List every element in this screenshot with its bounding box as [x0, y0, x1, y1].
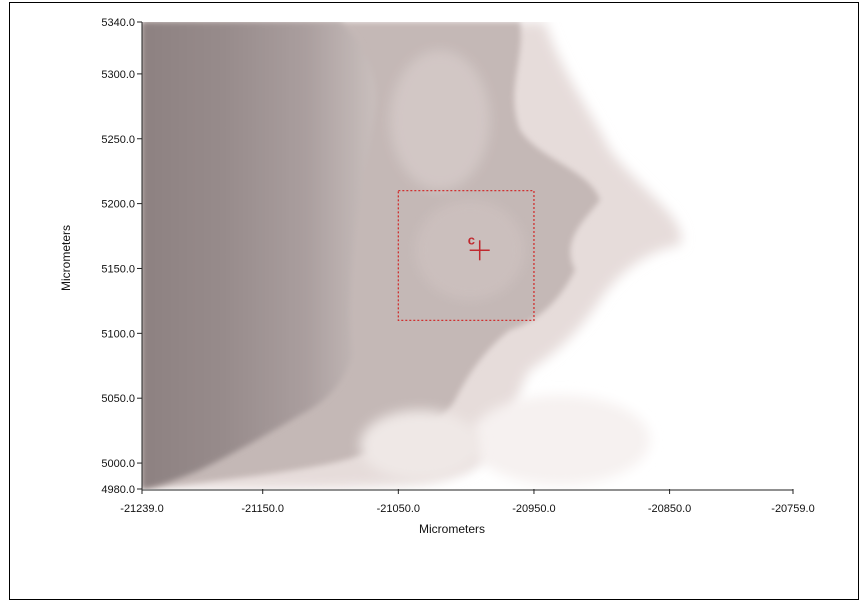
micrograph-image	[142, 22, 793, 489]
x-tick-label: -21050.0	[377, 503, 420, 515]
crosshair-marker[interactable]: c	[468, 232, 490, 261]
x-tick-label: -20850.0	[648, 503, 691, 515]
x-tick-label: -21150.0	[241, 503, 284, 515]
x-tick-label: -21239.0	[120, 503, 163, 515]
y-tick-label: 5050.0	[101, 393, 135, 405]
x-axis-ticks: -21239.0 -21150.0 -21050.0 -20950.0 -20850.0…	[120, 489, 815, 515]
y-tick-label: 5340.0	[101, 17, 135, 29]
x-axis: -21239.0 -21150.0 -21050.0 -20950.0 -20850.0…	[120, 489, 815, 536]
y-tick-label: 5250.0	[101, 134, 135, 146]
y-tick-label: 5000.0	[101, 458, 135, 470]
x-axis-title: Micrometers	[419, 522, 485, 536]
y-tick-label: 5150.0	[101, 263, 135, 275]
y-tick-label: 5200.0	[101, 199, 135, 211]
marker-label: c	[468, 232, 475, 247]
y-tick-label: 5100.0	[101, 328, 135, 340]
x-tick-label: -20950.0	[512, 503, 555, 515]
y-axis-ticks: 5340.0 5300.0 5250.0 5200.0 5150.0 5100.0 5050…	[101, 17, 142, 496]
y-tick-label: 4980.0	[101, 484, 135, 496]
y-tick-label: 5300.0	[101, 69, 135, 81]
y-axis: 5340.0 5300.0 5250.0 5200.0 5150.0 5100.0 5050…	[59, 17, 143, 496]
y-axis-title: Micrometers	[59, 225, 73, 291]
x-tick-label: -20759.0	[771, 503, 814, 515]
selection-box[interactable]	[397, 189, 535, 322]
